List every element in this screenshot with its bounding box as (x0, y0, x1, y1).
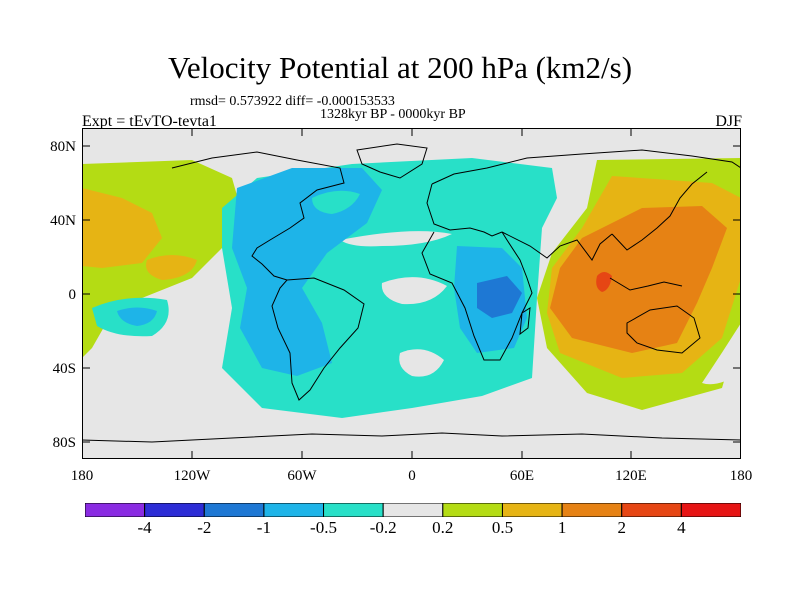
coastline-south-america (271, 277, 365, 401)
colorbar-label: 1 (557, 518, 567, 537)
neutral-gap-south-indian (399, 349, 444, 377)
lat-label-40n: 40N (50, 213, 76, 229)
neutral-gap-south-atlantic (381, 277, 447, 305)
coastline-greenland (356, 143, 428, 179)
coastline-east-asia (611, 171, 708, 251)
lon-label-120e: 120E (615, 468, 647, 484)
lon-label-60e: 60E (509, 468, 535, 484)
lon-label-0: 0 (408, 468, 416, 484)
colorbar-swatch (203, 503, 265, 517)
season-label: DJF (715, 113, 742, 130)
colorbar-label: -4 (137, 518, 152, 537)
coastlines (82, 143, 741, 443)
coastline-arabia-india (501, 231, 613, 261)
neg-mid-region-americas (232, 168, 382, 376)
colorbar-label: 0.2 (432, 518, 454, 537)
colorbar-swatch (442, 503, 503, 517)
colorbar-swatch (621, 503, 682, 517)
coastline-antarctica (82, 432, 741, 443)
neg-mid-region-east-pacific (117, 307, 157, 326)
coastline-australia (626, 305, 701, 354)
neutral-gap-east-pacific (702, 323, 741, 385)
map-plot (82, 128, 741, 459)
stats-line: rmsd= 0.573922 diff= -0.000153533 (190, 94, 395, 109)
pos-peak-region-maritime (596, 272, 612, 292)
lon-label-60w: 60W (287, 468, 317, 484)
map-title: Velocity Potential at 200 hPa (km2/s) (167, 50, 633, 85)
colorbar-swatch (382, 503, 444, 517)
coastline-europe-mediterranean (426, 183, 503, 237)
colorbar-label: -0.5 (310, 518, 337, 537)
lat-label-80n: 80N (50, 139, 76, 155)
colorbar-label: 4 (677, 518, 686, 537)
colorbar-label: 0.5 (491, 518, 514, 537)
colorbar-swatch (680, 503, 741, 517)
colorbar (85, 503, 741, 517)
colorbar-label: 2 (617, 518, 626, 537)
coastline-maritime-continent (609, 277, 683, 291)
colorbar-swatch (263, 503, 325, 517)
lon-label-120w: 120W (173, 468, 211, 484)
colorbar-swatch (561, 503, 623, 517)
lat-label-80s: 80S (52, 435, 76, 451)
colorbar-label: -0.2 (369, 518, 397, 537)
colorbar-swatch (144, 503, 205, 517)
experiment-label: Expt = tEvTO-tevta1 (82, 113, 217, 130)
colorbar-swatch (85, 503, 146, 517)
colorbar-swatch (323, 503, 384, 517)
colorbar-swatch (501, 503, 563, 517)
coastline-madagascar (519, 307, 531, 336)
lat-label-0: 0 (68, 287, 77, 303)
coastline-africa (421, 231, 533, 361)
contour-fields (82, 128, 741, 459)
axis-ticks (82, 128, 741, 459)
lat-label-40s: 40S (52, 361, 76, 377)
pos-mid-region-pacific (82, 188, 162, 268)
colorbar-label: -1 (256, 518, 271, 537)
lon-label-180w: 180 (70, 468, 94, 484)
neg-strong-region-africa (477, 276, 522, 318)
colorbar-label: -2 (197, 518, 212, 537)
lon-label-180e: 180 (729, 468, 753, 484)
period-line: 1328kyr BP - 0000kyr BP (320, 107, 466, 122)
coastline-eurasia (431, 149, 741, 185)
coastline-north-america (171, 151, 345, 281)
pos-strong-region-indo-pacific (550, 206, 727, 353)
pos-mid-region-pacific-small (146, 255, 197, 280)
neutral-gap-north-atlantic (340, 231, 452, 247)
neg-weak-region-north-america (312, 190, 360, 214)
